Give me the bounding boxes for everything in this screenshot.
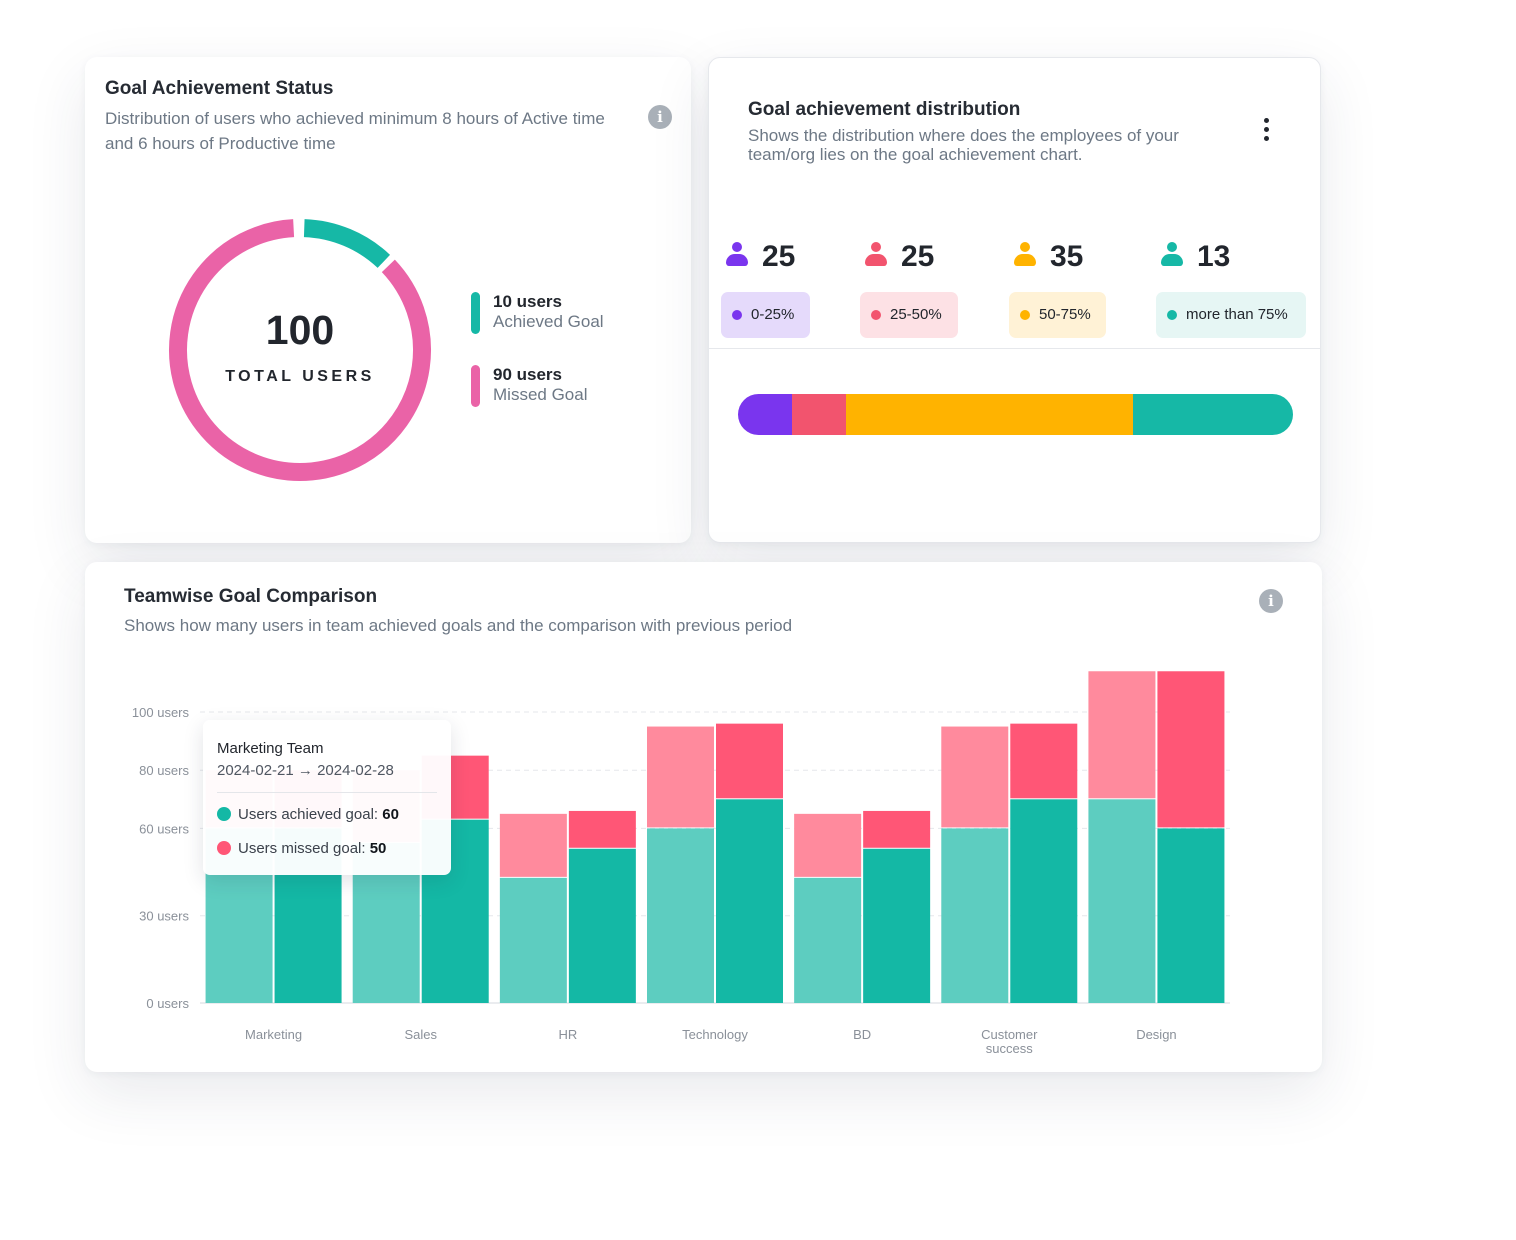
y-tick-label: 30 users (139, 909, 189, 924)
person-icon (1161, 242, 1183, 268)
bar-previous-missed[interactable] (941, 726, 1009, 828)
bucket-dot-icon (1020, 310, 1030, 320)
bucket-chip[interactable]: more than 75% (1156, 292, 1306, 338)
missed-label: Missed Goal (493, 385, 588, 404)
distribution-segment (845, 394, 1134, 435)
bucket-count: 25 (901, 240, 935, 273)
bar-current-missed[interactable] (1010, 723, 1078, 799)
bucket-count: 13 (1197, 240, 1231, 273)
achieved-dot-icon (217, 807, 231, 821)
bar-current-missed[interactable] (568, 810, 636, 848)
bucket-chip[interactable]: 25-50% (860, 292, 958, 338)
distribution-subtitle: Shows the distribution where does the em… (748, 126, 1179, 164)
x-tick-label: Design (1136, 1027, 1176, 1042)
bar-previous-achieved[interactable] (794, 877, 862, 1003)
bar-current-achieved[interactable] (716, 799, 783, 1003)
tooltip-missed-value: 50 (369, 840, 387, 857)
team-bar-chart: 100 users 80 users 60 users 30 users 0 users… (132, 671, 1230, 1056)
donut-achieved-arc (303, 219, 391, 269)
person-icon (865, 242, 887, 268)
info-icon[interactable]: i (648, 105, 672, 129)
legend-missed-swatch (471, 365, 480, 407)
bucket-label: 50-75% (1039, 306, 1091, 323)
bucket-label: 25-50% (890, 306, 942, 323)
goal-status-subtitle: Distribution of users who achieved minim… (105, 109, 605, 153)
x-tick-label: success (986, 1041, 1033, 1056)
total-users-label: TOTAL USERS (225, 368, 375, 385)
bar-current-missed[interactable] (863, 810, 931, 848)
bar-previous-achieved[interactable] (941, 828, 1009, 1003)
legend-achieved-swatch (471, 292, 480, 334)
x-tick-label: Technology (682, 1027, 748, 1042)
team-title: Teamwise Goal Comparison (124, 586, 378, 607)
bar-previous-achieved[interactable] (647, 828, 714, 1003)
donut-center: 100 TOTAL USERS (200, 307, 400, 386)
chart-tooltip: Marketing Team 2024-02-21 → 2024-02-28 U… (203, 720, 451, 875)
distribution-segment (1133, 394, 1293, 435)
bucket-dot-icon (1167, 310, 1177, 320)
tooltip-achieved-row: Users achieved goal: 60 (217, 806, 399, 823)
tooltip-achieved-value: 60 (382, 806, 399, 823)
bar-previous-missed[interactable] (1088, 671, 1156, 799)
bucket-chip[interactable]: 50-75% (1009, 292, 1106, 338)
bar-current-achieved[interactable] (568, 848, 636, 1003)
donut-chart (169, 219, 431, 481)
bar-current-achieved[interactable] (863, 848, 931, 1003)
team-comparison-card: Teamwise Goal Comparison Shows how many … (85, 562, 1322, 1072)
x-tick-label: Customer (981, 1027, 1038, 1042)
person-icon (726, 242, 748, 268)
donut-missed-arc (169, 219, 431, 481)
tooltip-missed-row: Users missed goal: 50 (217, 840, 386, 857)
bar-current-missed[interactable] (1157, 671, 1225, 828)
tooltip-missed-label: Users missed goal: (238, 840, 370, 857)
bucket-dot-icon (871, 310, 881, 320)
tooltip-achieved-label: Users achieved goal: (238, 806, 383, 823)
tooltip-date-range: 2024-02-21 → 2024-02-28 (217, 762, 394, 779)
y-tick-label: 80 users (139, 763, 189, 778)
y-tick-label: 100 users (132, 705, 190, 720)
bar-previous-missed[interactable] (794, 813, 862, 877)
bucket-dot-icon (732, 310, 742, 320)
achieved-count: 10 users (493, 292, 562, 311)
bar-previous-missed[interactable] (499, 813, 567, 877)
bucket-chip[interactable]: 0-25% (721, 292, 810, 338)
bar-previous-missed[interactable] (647, 726, 714, 828)
bar-current-achieved[interactable] (1157, 828, 1225, 1003)
goal-status-title: Goal Achievement Status (105, 78, 334, 99)
kebab-menu-icon[interactable] (1260, 118, 1272, 146)
goal-status-card: Goal Achievement Status Distribution of … (85, 57, 691, 543)
distribution-title: Goal achievement distribution (748, 99, 1021, 120)
bar-previous-achieved[interactable] (499, 877, 567, 1003)
info-icon[interactable]: i (1259, 589, 1283, 613)
person-icon (1014, 242, 1036, 268)
tooltip-divider (217, 792, 437, 793)
bar-current-achieved[interactable] (1010, 799, 1078, 1003)
bucket-label: more than 75% (1186, 306, 1288, 323)
x-tick-label: Marketing (245, 1027, 302, 1042)
distribution-card: Goal achievement distribution Shows the … (708, 57, 1321, 543)
bar-previous-achieved[interactable] (1088, 799, 1156, 1003)
x-tick-label: Sales (404, 1027, 437, 1042)
distribution-segment (738, 394, 792, 435)
y-tick-label: 60 users (139, 821, 189, 836)
x-tick-label: HR (558, 1027, 577, 1042)
bucket-count: 35 (1050, 240, 1084, 273)
bucket-label: 0-25% (751, 306, 795, 323)
total-users-value: 100 (265, 307, 335, 353)
divider (709, 348, 1321, 349)
distribution-bar (738, 394, 1293, 435)
distribution-segment (791, 394, 846, 435)
missed-dot-icon (217, 841, 231, 855)
bar-current-missed[interactable] (716, 723, 783, 799)
x-tick-label: BD (853, 1027, 871, 1042)
missed-count: 90 users (493, 365, 562, 384)
team-subtitle: Shows how many users in team achieved go… (124, 616, 793, 635)
tooltip-team: Marketing Team (217, 740, 324, 757)
y-tick-label: 0 users (146, 996, 189, 1011)
bucket-count: 25 (762, 240, 796, 273)
achieved-label: Achieved Goal (493, 312, 604, 331)
